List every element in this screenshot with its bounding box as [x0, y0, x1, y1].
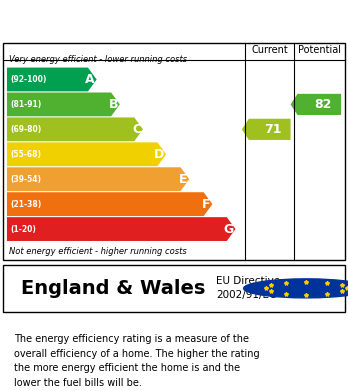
Polygon shape	[7, 93, 120, 117]
Text: EU Directive
2002/91/EC: EU Directive 2002/91/EC	[216, 276, 280, 300]
Polygon shape	[291, 94, 341, 115]
Polygon shape	[7, 217, 236, 241]
Text: G: G	[223, 222, 234, 235]
Text: (81-91): (81-91)	[10, 100, 42, 109]
Text: Current: Current	[251, 45, 288, 56]
Text: (1-20): (1-20)	[10, 224, 36, 233]
Text: (69-80): (69-80)	[10, 125, 42, 134]
Text: E: E	[179, 173, 188, 186]
Text: (92-100): (92-100)	[10, 75, 47, 84]
Text: The energy efficiency rating is a measure of the
overall efficiency of a home. T: The energy efficiency rating is a measur…	[14, 334, 260, 388]
Text: (21-38): (21-38)	[10, 200, 42, 209]
Text: Not energy efficient - higher running costs: Not energy efficient - higher running co…	[9, 246, 187, 255]
Text: Energy Efficiency Rating: Energy Efficiency Rating	[14, 11, 261, 30]
Text: Very energy efficient - lower running costs: Very energy efficient - lower running co…	[9, 55, 187, 64]
Text: F: F	[202, 197, 211, 211]
Text: C: C	[132, 123, 141, 136]
Text: Potential: Potential	[298, 45, 341, 56]
Text: D: D	[154, 148, 164, 161]
Text: A: A	[85, 73, 95, 86]
Text: (55-68): (55-68)	[10, 150, 41, 159]
Text: 71: 71	[264, 123, 282, 136]
Polygon shape	[7, 192, 212, 216]
Text: England & Wales: England & Wales	[21, 279, 205, 298]
Circle shape	[244, 279, 348, 298]
Text: 82: 82	[314, 98, 331, 111]
Text: B: B	[109, 98, 118, 111]
Polygon shape	[7, 117, 143, 141]
Polygon shape	[242, 119, 291, 140]
Polygon shape	[7, 142, 166, 166]
Text: (39-54): (39-54)	[10, 175, 41, 184]
Polygon shape	[7, 167, 189, 191]
Polygon shape	[7, 68, 97, 91]
